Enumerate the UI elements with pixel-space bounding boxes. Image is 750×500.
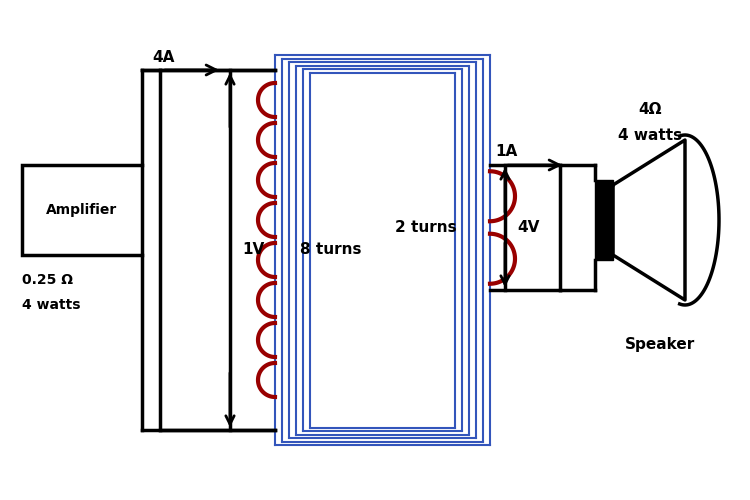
Text: 4 watts: 4 watts [618, 128, 682, 142]
Text: 4Ω: 4Ω [638, 102, 662, 118]
Text: 4 watts: 4 watts [22, 298, 80, 312]
Text: Amplifier: Amplifier [46, 203, 118, 217]
Bar [22, 165, 142, 255]
Text: 0.25 Ω: 0.25 Ω [22, 273, 73, 287]
Text: 4V: 4V [517, 220, 539, 235]
Text: 4A: 4A [152, 50, 174, 66]
Text: 2 turns: 2 turns [395, 220, 457, 235]
Text: Speaker: Speaker [625, 338, 695, 352]
Polygon shape [613, 140, 685, 300]
Text: 1A: 1A [495, 144, 517, 158]
Bar [595, 180, 613, 260]
Text: 8 turns: 8 turns [300, 242, 362, 258]
Text: 1V: 1V [242, 242, 264, 258]
